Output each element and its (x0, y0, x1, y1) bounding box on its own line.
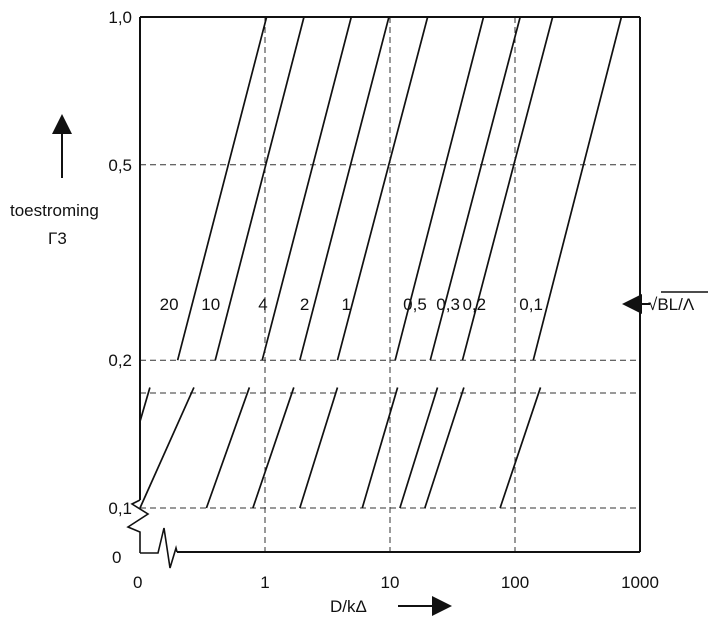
series-label: 10 (201, 295, 220, 314)
series-line-upper (214, 16, 305, 361)
y-origin-label: 0 (112, 548, 121, 567)
series-label: 0,2 (462, 295, 486, 314)
x-tick-label: 1000 (621, 573, 659, 592)
series-line-lower (424, 387, 465, 509)
series-line-lower (252, 387, 295, 509)
x-tick-labels: 1 10 100 1000 (260, 573, 659, 592)
y-axis-label: toestroming (10, 201, 99, 220)
series-line-upper (394, 16, 485, 361)
series-line-lower (299, 387, 339, 509)
gridlines (140, 17, 640, 552)
series-line-lower (139, 387, 195, 509)
x-axis-break (140, 527, 178, 569)
series-line-upper (461, 16, 554, 361)
series-line-upper (261, 16, 353, 361)
series-line-lower (361, 387, 399, 509)
series-line-lower (139, 387, 151, 422)
series-group (139, 16, 623, 509)
y-tick-labels: 0,1 0,2 0,5 1,0 (108, 8, 132, 518)
y-axis-break (126, 499, 150, 553)
y-tick-label: 1,0 (108, 8, 132, 27)
series-line-upper (176, 16, 268, 361)
x-tick-label: 100 (501, 573, 529, 592)
series-line-lower (205, 387, 251, 509)
y-tick-label: 0,5 (108, 156, 132, 175)
x-tick-label: 1 (260, 573, 269, 592)
series-label: 4 (258, 295, 267, 314)
series-label: 20 (160, 295, 179, 314)
series-label: 0,5 (403, 295, 427, 314)
series-line-upper (336, 16, 429, 361)
series-label: 2 (300, 295, 309, 314)
series-line-lower (399, 387, 439, 509)
series-label: 1 (341, 295, 350, 314)
series-line-lower (499, 387, 542, 509)
x-axis-label: D/kΔ (330, 597, 367, 616)
series-line-upper (532, 16, 623, 361)
y-axis-symbol: Γ3 (48, 229, 67, 248)
series-label: 0,1 (519, 295, 543, 314)
parameter-label: √BL/Λ (648, 295, 695, 314)
x-origin-label: 0 (133, 573, 142, 592)
series-line-upper (429, 16, 521, 361)
x-tick-label: 10 (381, 573, 400, 592)
series-line-upper (299, 16, 390, 361)
y-tick-label: 0,2 (108, 351, 132, 370)
parameter-labels: 20 10 4 2 1 0,5 0,3 0,2 0,1 (160, 295, 543, 314)
y-tick-label: 0,1 (108, 499, 132, 518)
series-label: 0,3 (436, 295, 460, 314)
